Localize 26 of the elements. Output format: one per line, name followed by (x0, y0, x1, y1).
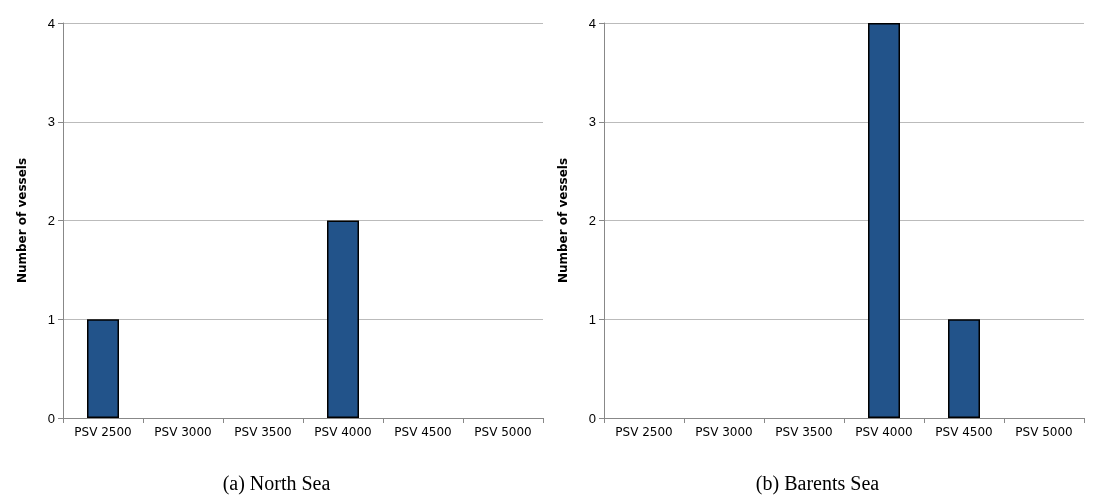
y-tick-label: 2 (588, 213, 596, 228)
y-tick-label: 1 (588, 311, 596, 327)
y-tick-label: 4 (588, 15, 596, 31)
y-tick-label: 3 (47, 114, 55, 130)
x-tick-label: PSV 4500 (394, 425, 452, 439)
y-tick-label: 1 (47, 311, 55, 327)
text: (a) North Sea (222, 472, 331, 495)
y-tick-label: 2 (47, 213, 55, 228)
y-axis-title: Number of vessels (15, 157, 29, 284)
x-tick-label: PSV 3000 (154, 425, 212, 439)
x-tick-label: PSV 3500 (234, 425, 292, 439)
y-tick-label: 4 (47, 15, 55, 31)
y-axis-title: Number of vessels (556, 157, 570, 284)
y-tick-label: 0 (47, 410, 55, 426)
x-tick-label: PSV 5000 (1015, 425, 1073, 439)
x-tick-label: PSV 5000 (474, 425, 532, 439)
x-tick-label: PSV 2500 (74, 425, 132, 439)
y-tick-label: 0 (588, 410, 596, 426)
x-tick-label: PSV 3000 (695, 425, 753, 439)
x-tick-label: PSV 4500 (935, 425, 993, 439)
y-tick-label: 3 (588, 114, 596, 130)
x-tick-label: PSV 4000 (314, 425, 372, 439)
x-tick-label: PSV 4000 (855, 425, 913, 439)
x-tick-label: PSV 2500 (615, 425, 673, 439)
text: (b) Barents Sea (755, 472, 880, 495)
x-tick-label: PSV 3500 (775, 425, 833, 439)
